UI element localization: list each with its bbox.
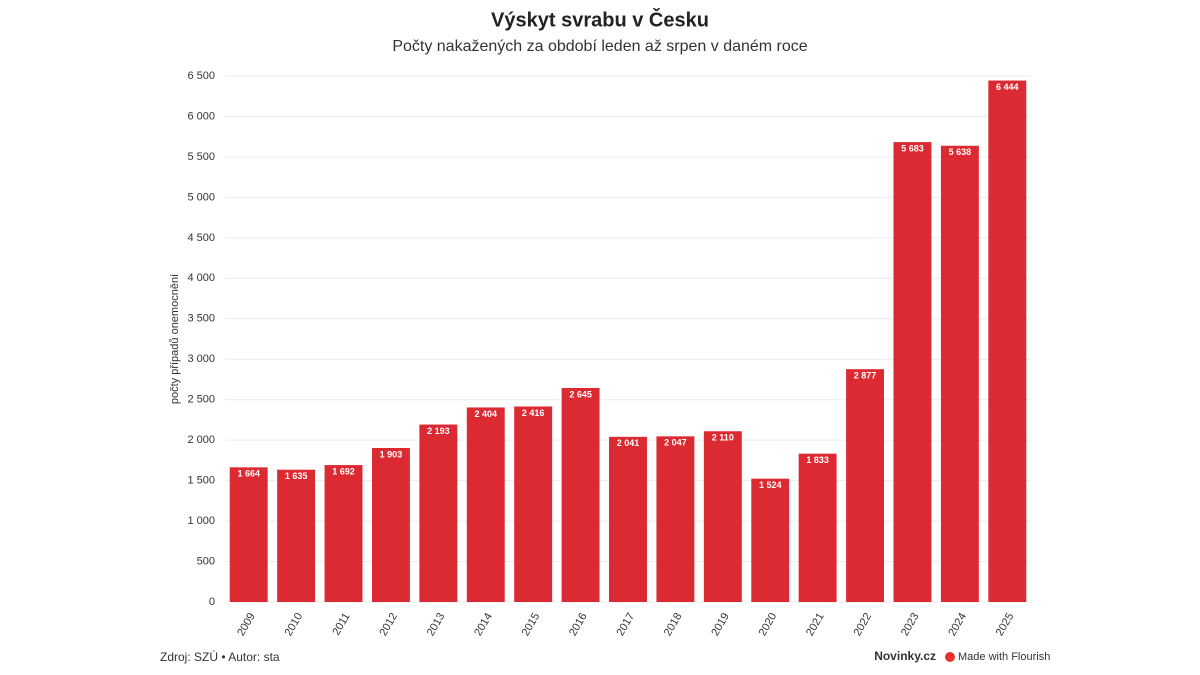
- value-label: 6 444: [996, 82, 1019, 92]
- bar: [514, 406, 553, 602]
- x-tick-label: 2019: [709, 611, 732, 638]
- y-tick-label: 1 000: [187, 515, 215, 527]
- x-tick-label: 2017: [614, 611, 637, 638]
- value-label: 2 877: [854, 371, 877, 381]
- bar: [609, 436, 647, 602]
- bar: [371, 448, 410, 602]
- x-tick-label: 2009: [235, 611, 258, 638]
- bar: [656, 436, 695, 602]
- value-label: 2 193: [427, 426, 450, 436]
- value-label: 1 635: [285, 471, 308, 481]
- value-label: 1 903: [380, 449, 403, 459]
- value-label: 1 664: [237, 469, 260, 479]
- value-label: 2 041: [617, 438, 640, 448]
- source: Zdroj: SZÚ • Autor: sta: [160, 649, 280, 664]
- x-tick-label: 2018: [662, 611, 685, 638]
- x-tick-label: 2011: [330, 611, 352, 637]
- credit: Made with Flourish: [958, 651, 1050, 663]
- bar: [561, 387, 600, 602]
- y-tick-label: 2 500: [187, 394, 215, 406]
- x-tick-label: 2022: [852, 611, 875, 638]
- bar: [277, 469, 316, 602]
- bar: [798, 453, 837, 602]
- x-tick-label: 2014: [472, 611, 495, 638]
- bar: [751, 478, 790, 602]
- y-tick-label: 3 000: [187, 353, 215, 365]
- y-tick-label: 3 500: [187, 313, 215, 325]
- bar: [419, 424, 458, 602]
- x-tick-label: 2012: [377, 611, 400, 638]
- bar: [229, 467, 268, 602]
- x-tick-label: 2013: [425, 611, 448, 638]
- publisher: Novinky.cz: [874, 649, 936, 663]
- value-label: 2 645: [569, 389, 592, 399]
- bar: [466, 407, 505, 602]
- y-tick-label: 2 000: [187, 434, 215, 446]
- y-tick-label: 5 500: [187, 151, 215, 163]
- bar: [703, 431, 742, 602]
- y-tick-label: 500: [197, 555, 215, 567]
- value-label: 1 692: [332, 466, 355, 476]
- bar: [893, 142, 932, 603]
- x-tick-label: 2016: [567, 611, 590, 638]
- y-axis-label: počty případů onemocnění: [169, 274, 181, 404]
- chart-title: Výskyt svrabu v Česku: [491, 7, 709, 31]
- x-tick-label: 2015: [520, 611, 543, 638]
- bar: [324, 465, 363, 602]
- x-tick-label: 2020: [757, 611, 780, 638]
- value-label: 2 110: [712, 433, 734, 443]
- x-tick-label: 2021: [804, 611, 827, 638]
- bar: [988, 80, 1027, 603]
- y-tick-label: 4 000: [187, 272, 215, 284]
- y-tick-label: 1 500: [187, 475, 215, 487]
- value-label: 2 404: [474, 409, 497, 419]
- bar: [940, 145, 979, 603]
- y-tick-label: 6 500: [187, 70, 215, 82]
- x-tick-label: 2010: [283, 611, 306, 638]
- flourish-icon: [945, 652, 955, 662]
- x-tick-label: 2025: [994, 611, 1017, 638]
- y-tick-label: 0: [209, 596, 215, 608]
- bar: [846, 369, 885, 602]
- chart-subtitle: Počty nakažených za období leden až srpe…: [392, 38, 807, 55]
- value-label: 5 638: [949, 147, 972, 157]
- value-label: 5 683: [901, 143, 924, 153]
- y-tick-label: 6 000: [187, 110, 215, 122]
- value-label: 2 416: [522, 408, 545, 418]
- value-label: 2 047: [664, 438, 687, 448]
- x-tick-label: 2024: [946, 611, 969, 638]
- y-tick-label: 5 000: [187, 191, 215, 203]
- value-label: 1 524: [759, 480, 782, 490]
- y-tick-label: 4 500: [187, 232, 215, 244]
- value-label: 1 833: [806, 455, 829, 465]
- x-tick-label: 2023: [899, 611, 922, 638]
